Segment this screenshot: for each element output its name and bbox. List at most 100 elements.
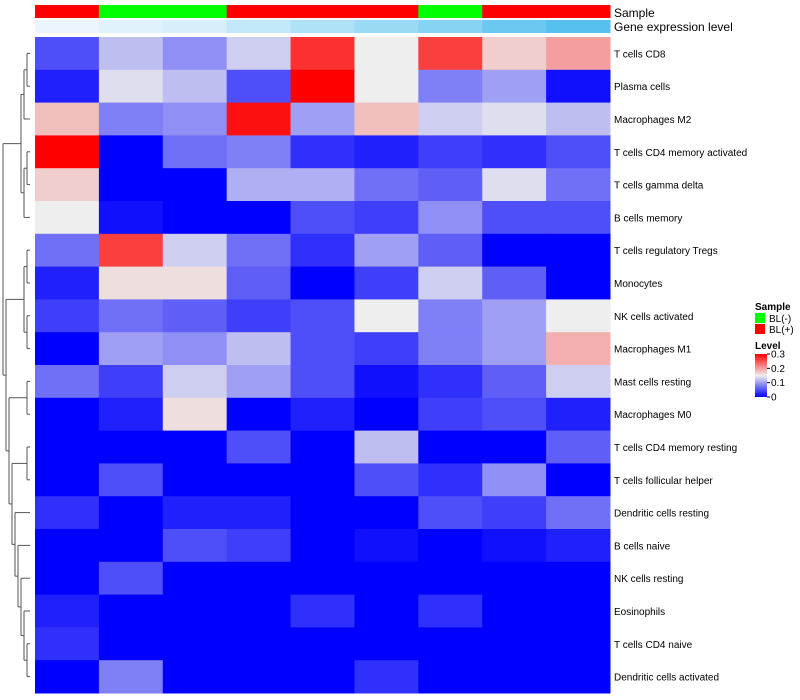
annotation-label-expression: Gene expression level	[614, 20, 733, 34]
heatmap-cell	[546, 463, 611, 497]
heatmap-cell	[354, 102, 419, 136]
heatmap-cell	[35, 201, 100, 235]
heatmap-cell	[354, 397, 419, 432]
heatmap-cell	[418, 168, 483, 202]
expression-annotation-cell	[98, 20, 164, 33]
legend-tick-label: 0.3	[771, 350, 785, 361]
heatmap-cell	[226, 397, 292, 432]
heatmap-cell	[482, 627, 547, 661]
heatmap-cell	[482, 463, 547, 497]
heatmap-cell	[546, 660, 611, 694]
heatmap-cell	[418, 135, 483, 169]
heatmap-cell	[290, 463, 355, 497]
heatmap-cell	[226, 299, 292, 333]
heatmap-cell	[98, 365, 164, 399]
heatmap-cell	[98, 430, 164, 464]
heatmap-cell	[482, 397, 547, 432]
heatmap-cell	[98, 201, 164, 235]
heatmap-cell	[162, 660, 228, 694]
heatmap-cell	[354, 168, 419, 202]
heatmap-cell	[418, 69, 483, 104]
heatmap-cell	[482, 201, 547, 235]
heatmap-cell	[354, 69, 419, 104]
heatmap-cell	[98, 266, 164, 300]
heatmap-cell	[418, 463, 483, 497]
heatmap-cell	[354, 201, 419, 235]
legend-tick-label: 0	[771, 393, 777, 404]
expression-annotation-cell	[546, 20, 611, 33]
heatmap-cell	[418, 233, 483, 268]
heatmap-cell	[226, 233, 292, 268]
sample-annotation-cell	[354, 5, 419, 18]
heatmap-cell	[35, 365, 100, 399]
legend-level-title: Level	[755, 341, 781, 352]
heatmap-cell	[482, 102, 547, 136]
heatmap-cell	[482, 561, 547, 596]
row-label: Plasma cells	[614, 82, 670, 93]
heatmap-cell	[35, 561, 100, 596]
heatmap-cell	[35, 627, 100, 661]
heatmap-cell	[290, 102, 355, 136]
heatmap-cell	[546, 201, 611, 235]
sample-annotation-cell	[98, 5, 164, 18]
heatmap-cell	[226, 201, 292, 235]
row-label: Macrophages M1	[614, 345, 692, 356]
heatmap-cell	[482, 332, 547, 366]
heatmap-cell	[226, 365, 292, 399]
heatmap-cell	[546, 135, 611, 169]
heatmap-cell	[290, 365, 355, 399]
heatmap-cell	[162, 529, 228, 563]
heatmap-cell	[98, 660, 164, 694]
row-label: T cells regulatory Tregs	[614, 246, 718, 257]
heatmap-cell	[226, 430, 292, 464]
heatmap-cell	[162, 266, 228, 300]
heatmap-cell	[354, 627, 419, 661]
heatmap-cell	[354, 37, 419, 71]
heatmap-cell	[162, 397, 228, 432]
heatmap-cell	[162, 168, 228, 202]
heatmap-cell	[354, 266, 419, 300]
row-label: T cells CD4 memory resting	[614, 443, 737, 454]
heatmap-cell	[98, 332, 164, 366]
heatmap-cell	[98, 168, 164, 202]
heatmap-cell	[35, 463, 100, 497]
heatmap-cell	[162, 37, 228, 71]
row-label: Mast cells resting	[614, 377, 691, 388]
sample-annotation-cell	[162, 5, 228, 18]
heatmap-cell	[290, 37, 355, 71]
heatmap-cell	[98, 627, 164, 661]
heatmap-cell	[162, 365, 228, 399]
expression-annotation-cell	[35, 20, 100, 33]
heatmap-cell	[290, 266, 355, 300]
heatmap-cell	[35, 266, 100, 300]
heatmap-cell	[290, 430, 355, 464]
heatmap-cell	[354, 365, 419, 399]
heatmap-cell	[482, 496, 547, 530]
legend-label-bl-pos: BL(+)	[769, 325, 794, 336]
heatmap-cell	[226, 332, 292, 366]
heatmap-cell	[290, 594, 355, 628]
heatmap-cell	[546, 233, 611, 268]
heatmap-cell	[482, 430, 547, 464]
heatmap-cell	[546, 332, 611, 366]
heatmap-cell	[290, 233, 355, 268]
heatmap-cell	[35, 660, 100, 694]
heatmap-cell	[162, 201, 228, 235]
heatmap-cell	[98, 69, 164, 104]
heatmap-cell	[226, 529, 292, 563]
heatmap-cell	[226, 496, 292, 530]
heatmap-cell	[546, 529, 611, 563]
heatmap-cell	[546, 266, 611, 300]
heatmap-cell	[418, 529, 483, 563]
heatmap-cell	[354, 430, 419, 464]
row-label: Monocytes	[614, 279, 662, 290]
heatmap-cell	[354, 496, 419, 530]
heatmap-cell	[354, 561, 419, 596]
sample-annotation-cell	[35, 5, 100, 18]
heatmap-cell	[418, 266, 483, 300]
heatmap-cell	[354, 332, 419, 366]
row-label: T cells gamma delta	[614, 181, 704, 192]
heatmap-cell	[226, 69, 292, 104]
heatmap-cell	[98, 397, 164, 432]
legend-sample-title: Sample	[755, 302, 791, 313]
